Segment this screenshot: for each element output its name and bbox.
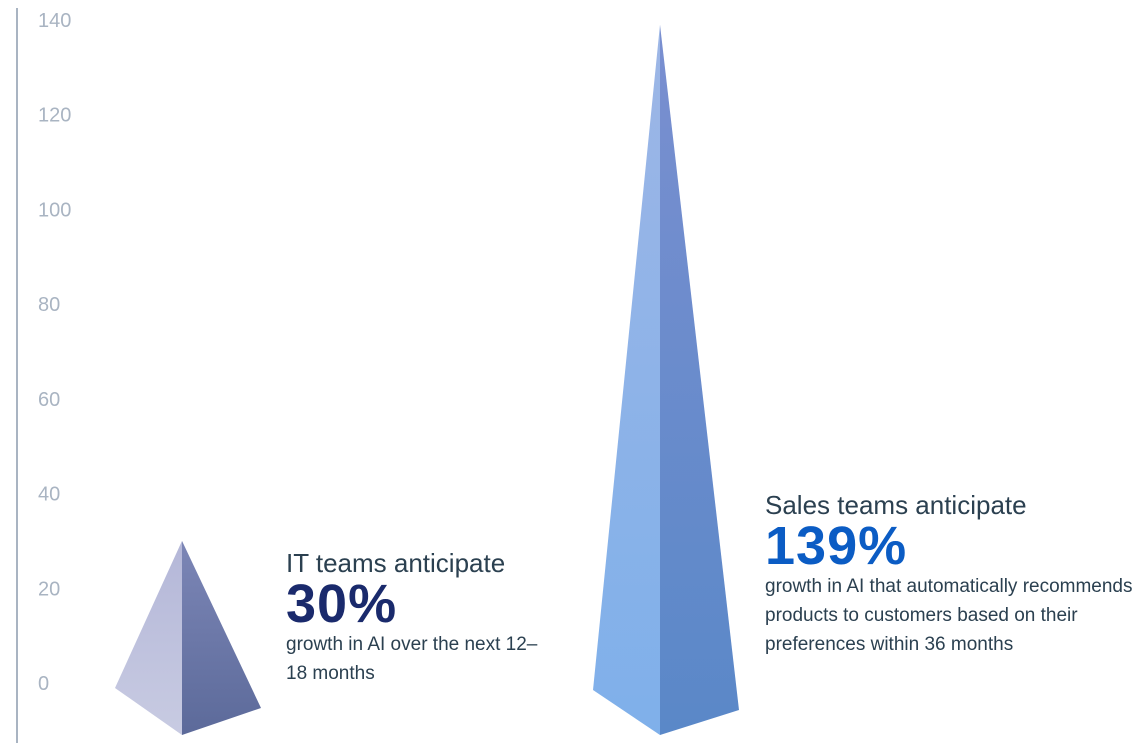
pyramid-left-face: [115, 540, 182, 735]
it-teams-pyramid: [115, 540, 261, 735]
y-tick-label: 0: [38, 673, 49, 695]
y-axis-ticks: 0 20 40 60 80 100 120 140: [38, 10, 71, 695]
y-tick-label: 140: [38, 10, 71, 32]
y-tick-label: 60: [38, 389, 60, 411]
y-tick-label: 120: [38, 105, 71, 127]
sales-teams-callout: Sales teams anticipate 139% growth in AI…: [765, 490, 1135, 659]
it-teams-description: growth in AI over the next 12–18 months: [286, 634, 538, 684]
sales-teams-lead: Sales teams anticipate: [765, 490, 1027, 520]
sales-teams-value: 139%: [765, 516, 908, 576]
it-teams-callout: IT teams anticipate 30% growth in AI ove…: [286, 548, 546, 688]
it-teams-lead: IT teams anticipate: [286, 548, 506, 578]
sales-teams-description: growth in AI that automatically recommen…: [765, 576, 1133, 655]
pyramid-marks: [115, 24, 739, 735]
y-tick-label: 40: [38, 484, 60, 506]
y-tick-label: 80: [38, 294, 60, 316]
it-teams-value: 30%: [286, 574, 398, 634]
y-tick-label: 20: [38, 578, 60, 600]
pyramid-left-face: [593, 24, 660, 735]
y-tick-label: 100: [38, 199, 71, 221]
pyramid-right-face: [182, 540, 261, 735]
sales-teams-pyramid: [593, 24, 739, 735]
pyramid-right-face: [660, 24, 739, 735]
